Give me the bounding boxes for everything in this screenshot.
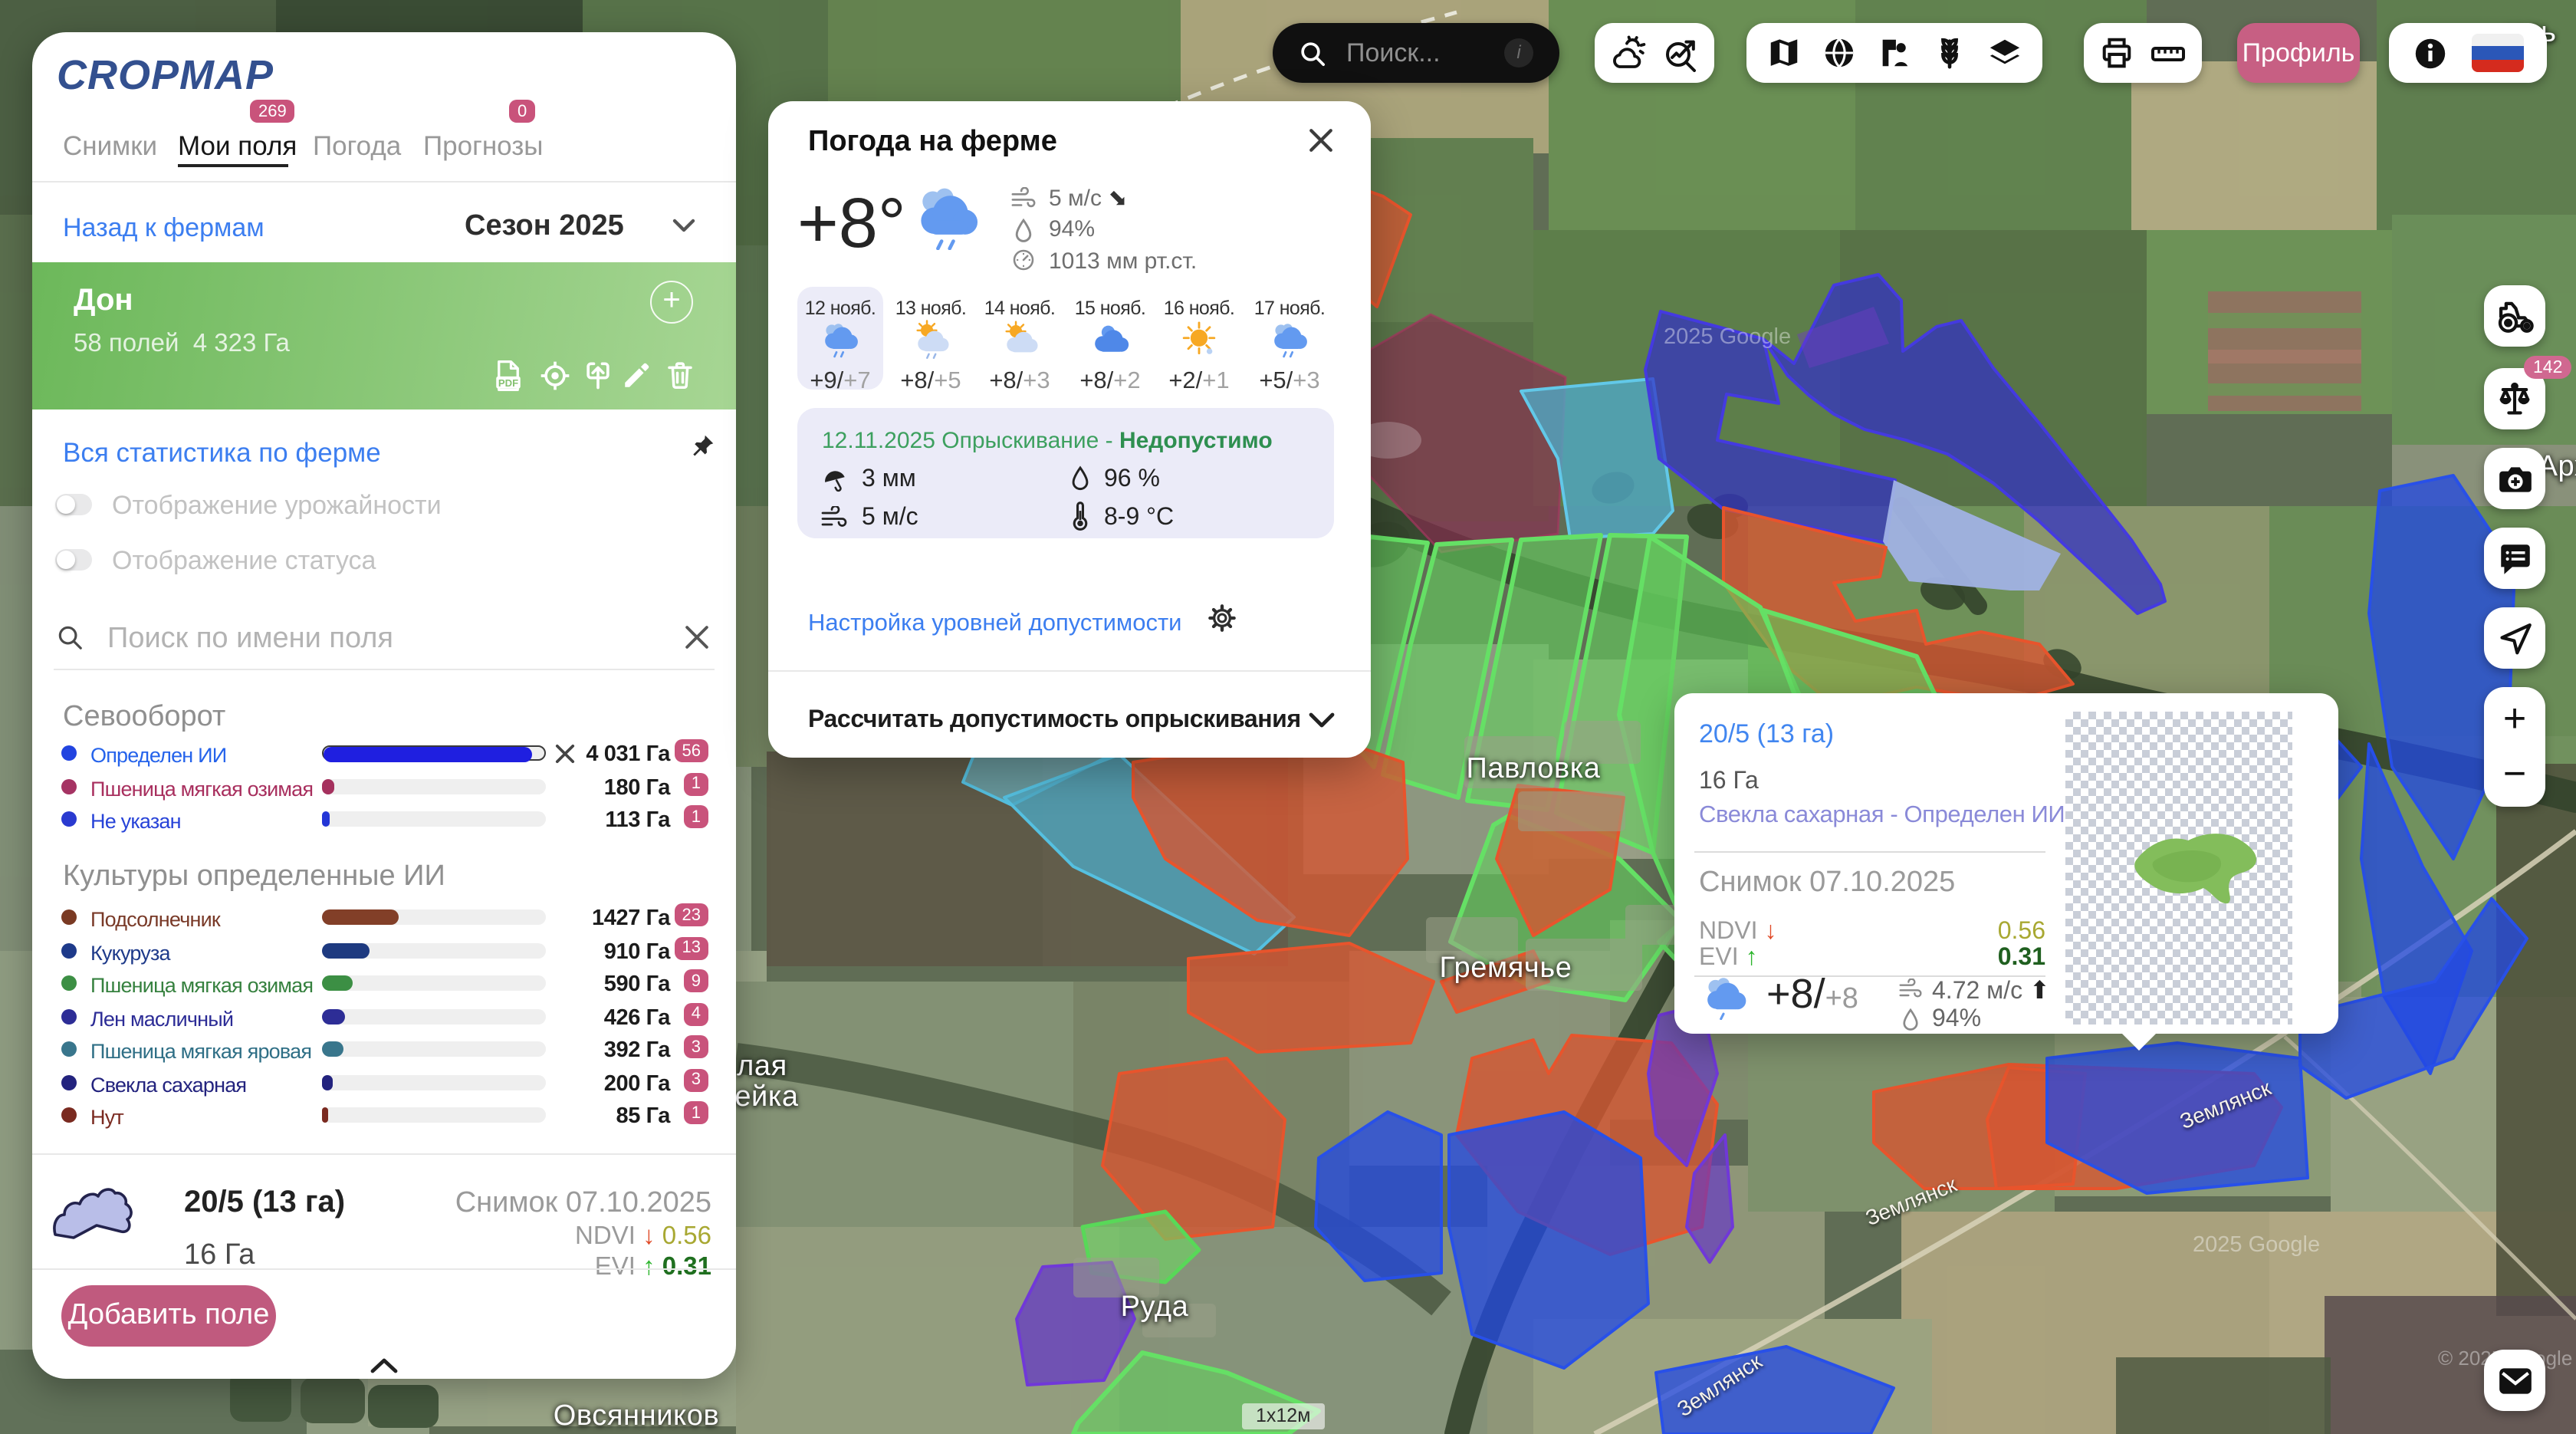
svg-text:PDF: PDF: [498, 377, 518, 389]
